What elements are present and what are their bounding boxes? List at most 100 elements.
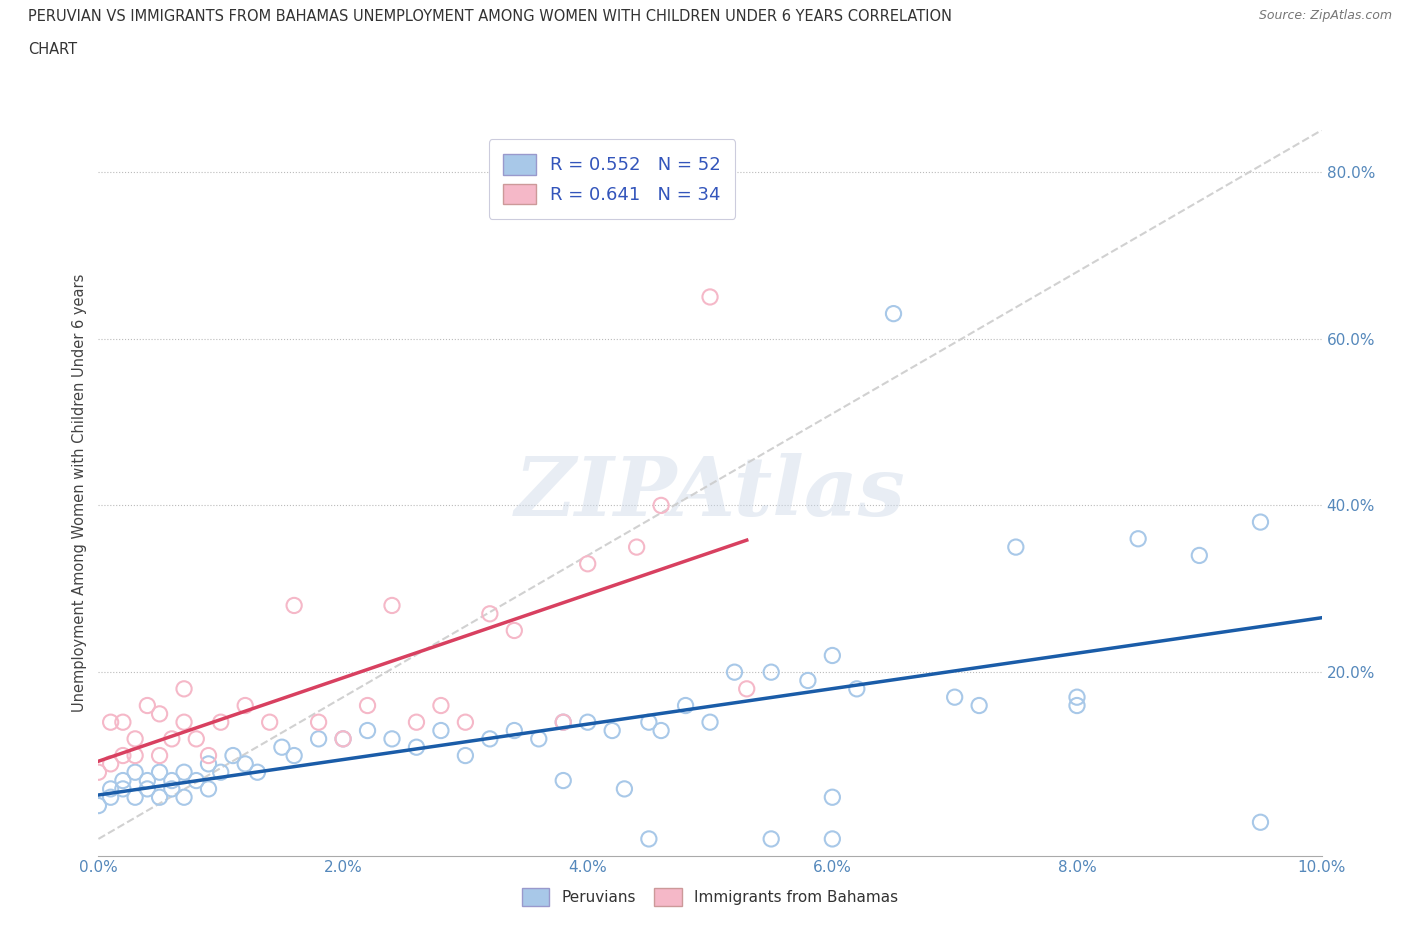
Point (430, 724, 453, 738)
Text: Source: ZipAtlas.com: Source: ZipAtlas.com (1258, 9, 1392, 22)
Y-axis label: Unemployment Among Women with Children Under 6 years: Unemployment Among Women with Children U… (72, 273, 87, 712)
Point (1066, 698, 1088, 713)
Point (149, 707, 172, 722)
Point (759, 831, 782, 846)
Point (967, 698, 990, 713)
Point (259, 715, 281, 730)
Point (478, 731, 501, 746)
Point (87, 764, 110, 779)
Point (100, 715, 122, 730)
Point (111, 715, 134, 730)
Point (797, 673, 820, 688)
Point (759, 665, 782, 680)
Point (197, 748, 219, 763)
Point (637, 715, 661, 730)
Point (173, 790, 195, 804)
Point (173, 715, 195, 730)
Point (821, 648, 844, 663)
Point (405, 715, 427, 730)
Point (356, 698, 378, 713)
Point (332, 731, 354, 746)
Point (197, 781, 219, 796)
Point (283, 598, 305, 613)
Point (553, 773, 575, 788)
Point (124, 748, 146, 763)
Point (186, 773, 208, 788)
Point (613, 781, 636, 796)
Point (233, 756, 256, 771)
Point (136, 773, 159, 788)
Point (100, 781, 122, 796)
Point (308, 715, 330, 730)
Point (1249, 514, 1271, 529)
Point (735, 682, 758, 697)
Point (1249, 815, 1271, 830)
Point (283, 748, 305, 763)
Point (173, 764, 195, 779)
Point (650, 724, 672, 738)
Point (246, 764, 269, 779)
Point (111, 773, 134, 788)
Point (100, 756, 122, 771)
Point (111, 748, 134, 763)
Point (821, 831, 844, 846)
Point (136, 698, 159, 713)
Point (626, 539, 648, 554)
Point (405, 739, 427, 754)
Point (503, 724, 526, 738)
Point (136, 781, 159, 796)
Point (270, 739, 292, 754)
Point (222, 748, 245, 763)
Point (160, 781, 183, 796)
Point (527, 731, 550, 746)
Point (332, 731, 354, 746)
Point (149, 764, 172, 779)
Point (699, 289, 721, 304)
Point (650, 498, 672, 512)
Point (1188, 548, 1211, 563)
Point (845, 682, 868, 697)
Point (1128, 531, 1150, 546)
Point (209, 715, 232, 730)
Point (381, 731, 404, 746)
Point (553, 715, 575, 730)
Point (124, 764, 146, 779)
Point (149, 748, 172, 763)
Point (699, 715, 721, 730)
Point (160, 773, 183, 788)
Point (124, 790, 146, 804)
Point (233, 698, 256, 713)
Point (209, 764, 232, 779)
Point (100, 790, 122, 804)
Point (160, 731, 183, 746)
Point (308, 731, 330, 746)
Point (1066, 690, 1088, 705)
Text: CHART: CHART (28, 42, 77, 57)
Point (943, 690, 966, 705)
Point (454, 715, 477, 730)
Point (503, 623, 526, 638)
Point (111, 781, 134, 796)
Point (675, 698, 697, 713)
Text: PERUVIAN VS IMMIGRANTS FROM BAHAMAS UNEMPLOYMENT AMONG WOMEN WITH CHILDREN UNDER: PERUVIAN VS IMMIGRANTS FROM BAHAMAS UNEM… (28, 9, 952, 24)
Point (600, 724, 623, 738)
Point (576, 715, 599, 730)
Point (87, 798, 110, 813)
Point (1004, 539, 1026, 554)
Point (356, 724, 378, 738)
Point (381, 598, 404, 613)
Point (478, 606, 501, 621)
Point (173, 682, 195, 697)
Point (124, 731, 146, 746)
Point (821, 790, 844, 804)
Point (883, 306, 905, 321)
Point (149, 790, 172, 804)
Point (186, 731, 208, 746)
Point (430, 698, 453, 713)
Point (576, 556, 599, 571)
Legend: Peruvians, Immigrants from Bahamas: Peruvians, Immigrants from Bahamas (515, 881, 905, 913)
Point (723, 665, 745, 680)
Point (553, 715, 575, 730)
Point (454, 748, 477, 763)
Text: ZIPAtlas: ZIPAtlas (515, 453, 905, 533)
